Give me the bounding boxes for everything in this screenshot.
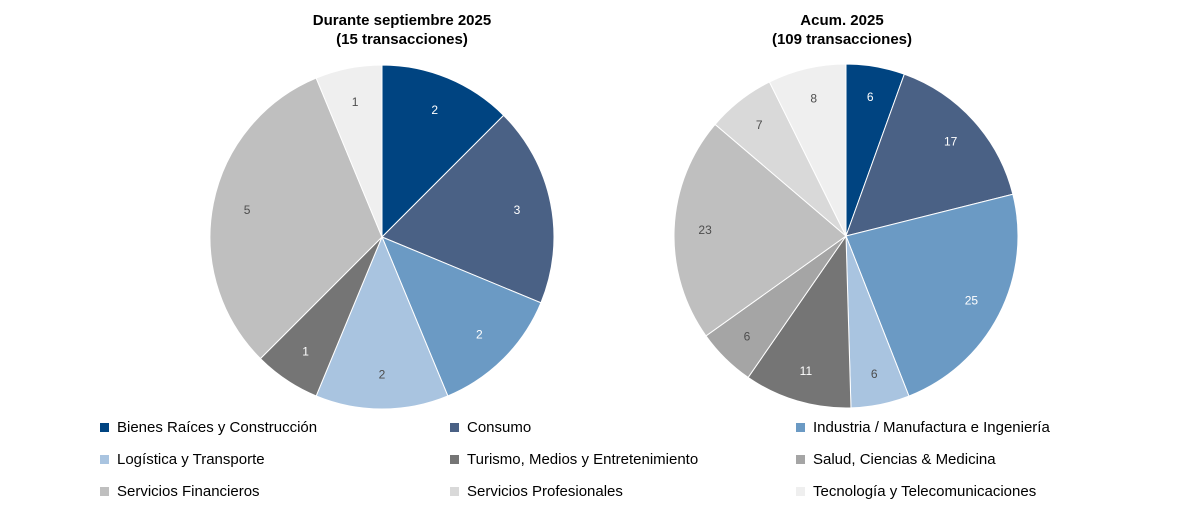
legend-swatch xyxy=(796,423,805,432)
pie-data-label: 2 xyxy=(379,368,386,382)
legend-label: Industria / Manufactura e Ingeniería xyxy=(813,419,1050,436)
legend-item-industria-manufactura-e-ingenieria: Industria / Manufactura e Ingeniería xyxy=(796,419,1050,436)
legend-item-salud-ciencias-medicina: Salud, Ciencias & Medicina xyxy=(796,451,996,468)
legend-swatch xyxy=(450,423,459,432)
pie-data-label: 2 xyxy=(476,327,483,341)
pie-data-label: 3 xyxy=(514,203,521,217)
chart-subtitle-text: (109 transacciones) xyxy=(771,31,913,48)
pie-data-label: 6 xyxy=(867,90,874,104)
pie-data-label: 6 xyxy=(871,367,878,381)
chart-title-text: Acum. 2025 xyxy=(800,12,884,29)
legend-label: Salud, Ciencias & Medicina xyxy=(813,451,996,468)
pie-data-label: 23 xyxy=(698,223,712,237)
legend-swatch xyxy=(450,455,459,464)
pie-chart-septiembre: 2 3 2 2 1 5 1 xyxy=(209,64,555,410)
legend-label: Turismo, Medios y Entretenimiento xyxy=(467,451,699,468)
legend-item-tecnologia-y-telecomunicaciones: Tecnología y Telecomunicaciones xyxy=(796,483,1036,500)
chart-title-acumulado: Acum. 2025 (109 transacciones) xyxy=(672,11,1012,49)
legend-label: Logística y Transporte xyxy=(117,451,265,468)
legend-item-servicios-profesionales: Servicios Profesionales xyxy=(450,483,623,500)
pie-slice-industria-manufactura-e-ingenieria xyxy=(381,236,542,397)
legend-item-bienes-raices-y-construccion: Bienes Raíces y Construcción xyxy=(100,419,317,436)
legend-swatch xyxy=(796,455,805,464)
pie-slice-tecnologia-y-telecomunicaciones xyxy=(768,63,847,237)
pie-slice-servicios-financieros xyxy=(673,123,847,337)
pie-data-label: 5 xyxy=(244,203,251,217)
legend-item-turismo-medios-y-entretenimiento: Turismo, Medios y Entretenimiento xyxy=(450,451,698,468)
legend-label: Servicios Profesionales xyxy=(467,483,623,500)
pie-slice-consumo xyxy=(381,114,555,304)
pie-data-label: 17 xyxy=(944,134,958,148)
pie-data-label: 11 xyxy=(800,364,813,378)
chart-title-text: Durante septiembre 2025 xyxy=(312,12,492,29)
chart-title-septiembre: Durante septiembre 2025 (15 transaccione… xyxy=(232,11,572,49)
pie-chart-acumulado: 6 17 25 6 11 6 23 7 8 xyxy=(673,63,1019,409)
legend-item-consumo: Consumo xyxy=(450,419,531,436)
legend-item-servicios-financieros: Servicios Financieros xyxy=(100,483,260,500)
legend-swatch xyxy=(100,455,109,464)
pie-data-label: 6 xyxy=(744,329,751,343)
pie-data-label: 8 xyxy=(810,92,817,106)
legend-swatch xyxy=(100,423,109,432)
legend-swatch xyxy=(100,487,109,496)
legend-item-logistica-y-transporte: Logística y Transporte xyxy=(100,451,265,468)
pie-slice-tecnologia-y-telecomunicaciones xyxy=(315,64,383,238)
legend-swatch xyxy=(796,487,805,496)
chart-subtitle-text: (15 transacciones) xyxy=(336,31,468,48)
legend-swatch xyxy=(450,487,459,496)
pie-data-label: 2 xyxy=(431,103,438,117)
pie-slice-consumo xyxy=(845,73,1014,237)
pie-data-label: 25 xyxy=(965,294,979,308)
pie-slice-bienes-raices-y-construccion xyxy=(381,64,505,239)
legend-label: Servicios Financieros xyxy=(117,483,260,500)
pie-data-label: 1 xyxy=(302,344,309,358)
pie-slice-servicios-financieros xyxy=(209,77,383,360)
pie-data-label: 1 xyxy=(352,95,359,109)
legend-label: Bienes Raíces y Construcción xyxy=(117,419,318,436)
pie-slice-turismo-medios-y-entretenimiento xyxy=(747,234,852,409)
pie-data-label: 7 xyxy=(756,118,763,132)
legend: Bienes Raíces y Construcción Consumo Indus… xyxy=(100,419,1200,511)
legend-label: Consumo xyxy=(467,419,532,436)
pie-slice-industria-manufactura-e-ingenieria xyxy=(845,193,1019,397)
pie-slice-logistica-y-transporte xyxy=(315,235,449,410)
legend-label: Tecnología y Telecomunicaciones xyxy=(813,483,1037,500)
